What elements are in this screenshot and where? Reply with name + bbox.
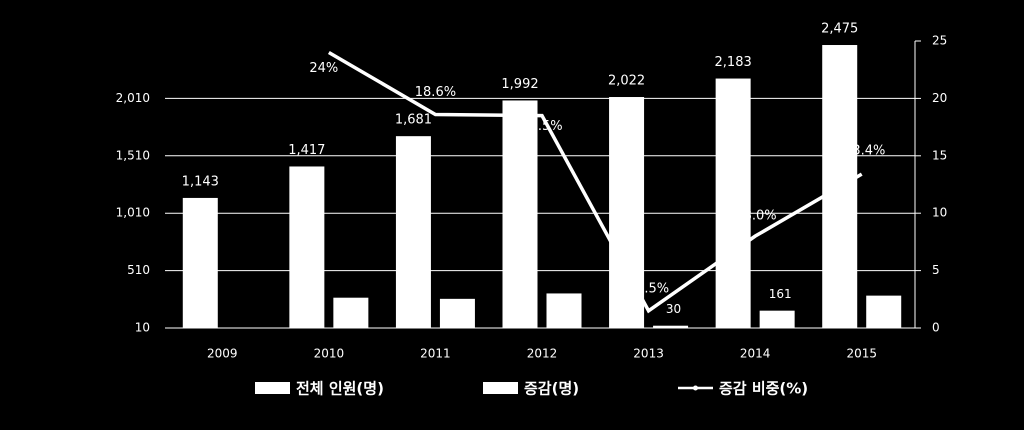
bar [439,298,475,328]
x-tick-label: 2012 [527,347,558,361]
y-tick-label: 10 [135,321,150,335]
line [327,50,863,314]
bar [395,136,431,328]
legend-swatch [483,382,518,394]
y-tick-label: 1,510 [116,148,150,162]
bar-label: 1,681 [395,113,432,128]
x-tick-label: 2013 [633,347,664,361]
line-label: 24% [309,61,338,76]
bar [333,297,369,328]
line-label: 1.5% [636,281,669,296]
bar [289,166,325,328]
bar-label: 1,143 [182,174,219,189]
y2-tick-label: 25 [932,34,947,48]
legend-label: 증감(명) [524,380,579,398]
bar [653,325,689,328]
line-label: 18.6% [415,85,456,100]
x-tick-label: 2010 [314,347,345,361]
bar-label: 2,183 [715,55,752,70]
bar [715,78,751,328]
bar [182,197,218,328]
bar-label: 1,417 [288,143,325,158]
legend-marker [693,385,698,391]
bar-label: 161 [769,287,792,301]
bar [546,293,582,328]
y2-tick-label: 5 [932,263,940,277]
bar [866,295,902,328]
x-tick-label: 2009 [207,347,238,361]
y2-tick-label: 0 [932,321,940,335]
legend-label: 증감 비중(%) [719,380,808,398]
y-tick-label: 2,010 [116,91,150,105]
x-tick-label: 2011 [420,347,451,361]
bar-label: 2,022 [608,74,645,89]
line-label: 8.0% [744,209,777,224]
legend-label: 전체 인원(명) [296,380,384,398]
y-tick-label: 510 [127,263,150,277]
x-tick-label: 2014 [740,347,771,361]
bar [759,310,795,328]
y2-tick-label: 20 [932,91,947,105]
x-tick-label: 2015 [846,347,877,361]
bar-label: 30 [666,302,681,316]
y2-tick-label: 10 [932,206,947,220]
bar [502,100,538,328]
y2-tick-label: 15 [932,148,947,162]
bar-label: 1,992 [501,77,538,92]
legend-swatch [255,382,290,394]
bar-label: 2,475 [821,22,858,37]
y-tick-label: 1,010 [116,206,150,220]
